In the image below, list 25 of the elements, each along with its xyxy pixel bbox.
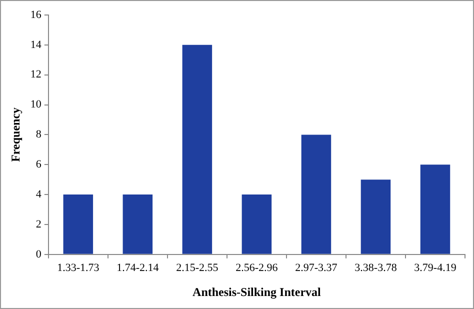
x-axis-title: Anthesis-Silking Interval xyxy=(192,284,322,299)
x-tick-label: 1.74-2.14 xyxy=(116,262,160,274)
x-tick-label: 3.79-4.19 xyxy=(414,262,457,274)
y-tick-label: 12 xyxy=(30,68,42,81)
x-tick-label: 2.15-2.55 xyxy=(176,262,219,274)
bar xyxy=(242,194,272,254)
y-tick-label: 0 xyxy=(36,248,42,260)
y-tick-label: 2 xyxy=(36,218,42,230)
bar xyxy=(301,134,332,254)
y-tick-label: 14 xyxy=(30,38,42,51)
y-tick-label: 6 xyxy=(36,158,42,171)
y-tick-label: 8 xyxy=(36,128,42,141)
bar xyxy=(63,194,94,254)
y-tick-label: 16 xyxy=(30,8,42,21)
bar xyxy=(182,44,212,254)
x-tick-label: 3.38-3.78 xyxy=(354,262,398,274)
y-tick-label: 4 xyxy=(36,188,42,200)
y-tick-label: 10 xyxy=(30,98,42,111)
bar xyxy=(360,180,391,254)
bar xyxy=(122,194,153,254)
y-axis-title: Frequency xyxy=(8,107,22,162)
x-tick-label: 2.97-3.37 xyxy=(295,262,338,274)
x-tick-label: 1.33-1.73 xyxy=(57,262,100,274)
x-tick-label: 2.56-2.96 xyxy=(236,262,278,274)
bar xyxy=(420,164,450,254)
